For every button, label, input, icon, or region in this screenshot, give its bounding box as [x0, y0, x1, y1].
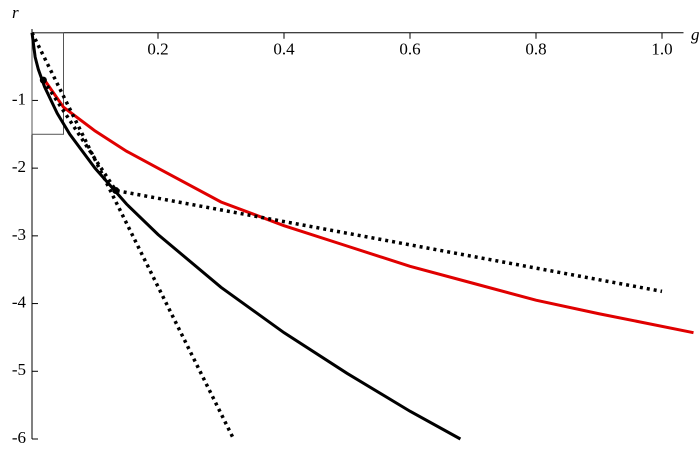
- point: [112, 186, 120, 194]
- curve: [43, 79, 694, 335]
- y-tick-label: -6: [12, 428, 26, 447]
- curve: [41, 79, 663, 294]
- x-tick-label: 0.6: [399, 40, 420, 59]
- curve: [30, 31, 236, 440]
- point: [39, 76, 47, 84]
- y-tick-label: -1: [12, 89, 26, 108]
- x-axis-label: g: [691, 25, 700, 44]
- curve: [30, 32, 462, 441]
- y-tick-label: -4: [12, 292, 27, 311]
- y-tick-label: -2: [12, 157, 26, 176]
- x-tick-label: 1.0: [651, 40, 672, 59]
- x-tick-label: 0.2: [147, 40, 168, 59]
- x-tick-label: 0.8: [525, 40, 546, 59]
- y-axis-label: r: [12, 3, 19, 22]
- inset-box: [31, 32, 64, 135]
- y-tick-label: -3: [12, 225, 26, 244]
- y-tick-label: -5: [12, 360, 26, 379]
- x-tick-label: 0.4: [273, 40, 295, 59]
